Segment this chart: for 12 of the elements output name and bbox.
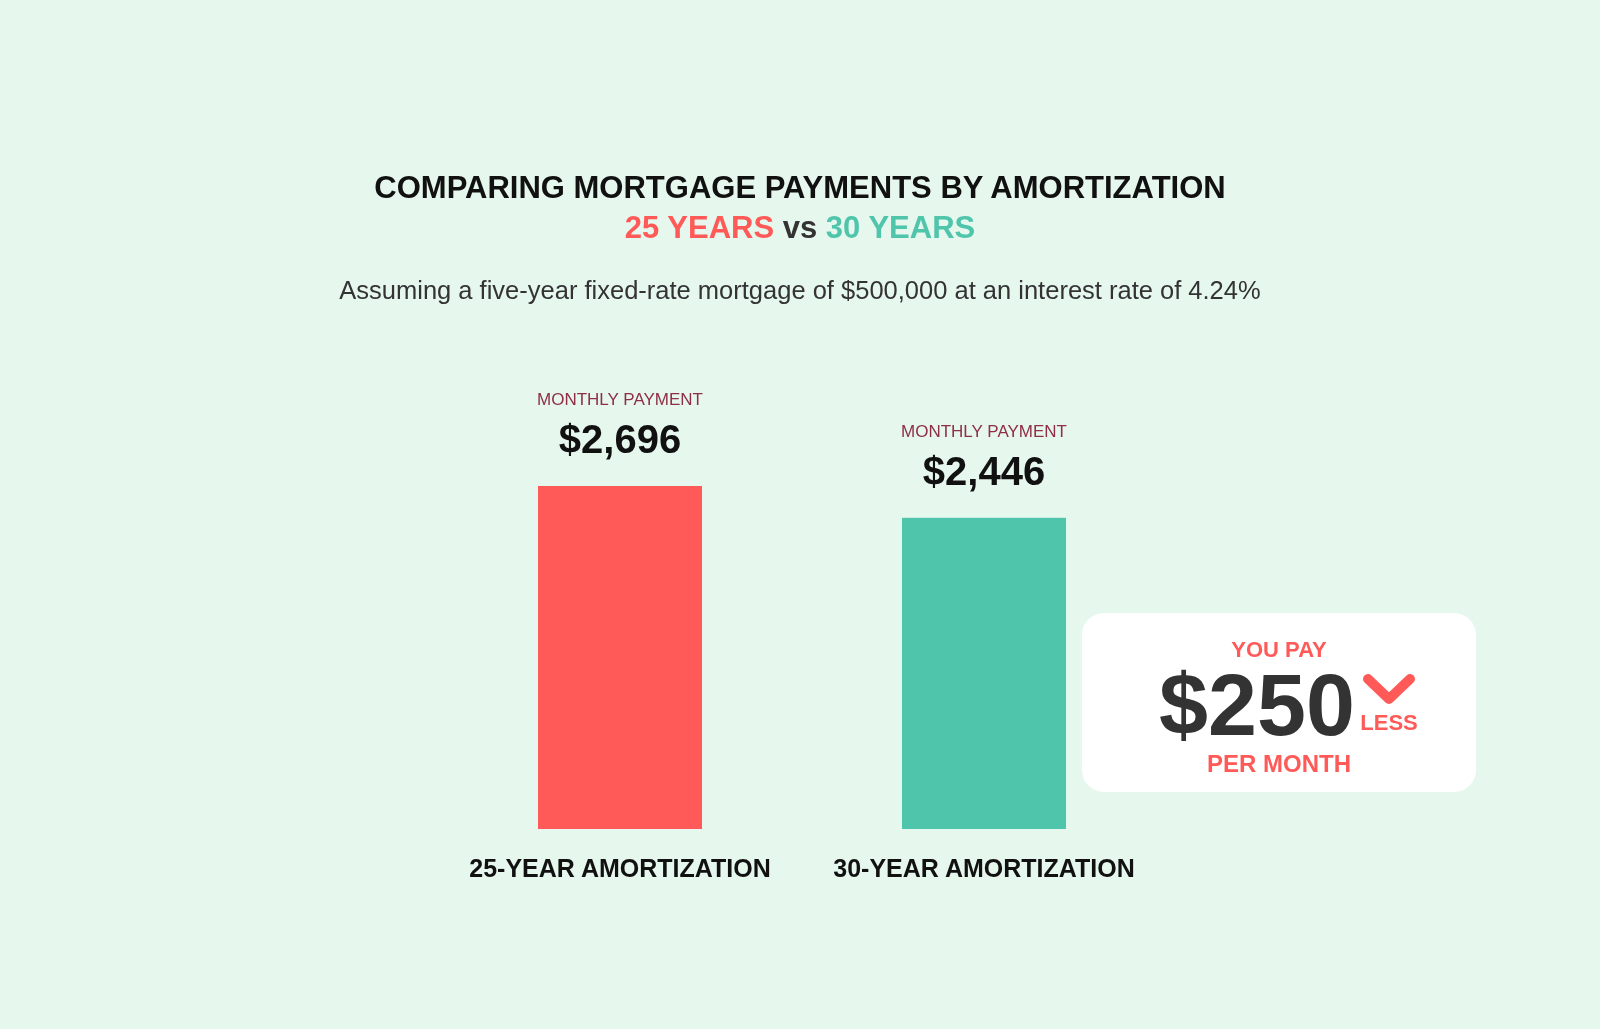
text: YOU PAY [1231,637,1328,662]
text: MONTHLY PAYMENT [537,390,703,409]
x-tick-label: 30-YEAR AMORTIZATION [833,854,1135,882]
text: PER MONTH [1207,750,1351,777]
chart-subtitle: 25 YEARS vs 30 YEARS [624,210,976,245]
chart-title: COMPARING MORTGAGE PAYMENTS BY AMORTIZATION [374,170,1226,205]
data-label: $2,696 [558,417,682,461]
data-label: $2,446 [922,448,1046,493]
text: Assuming a five-year fixed-rate mortgage of $500,000 at an interest rate of 4.24% [339,276,1261,304]
x-tick-label: 25-YEAR AMORTIZATION [469,854,771,882]
text: LESS [1360,710,1418,735]
text: MONTHLY PAYMENT [901,421,1067,441]
